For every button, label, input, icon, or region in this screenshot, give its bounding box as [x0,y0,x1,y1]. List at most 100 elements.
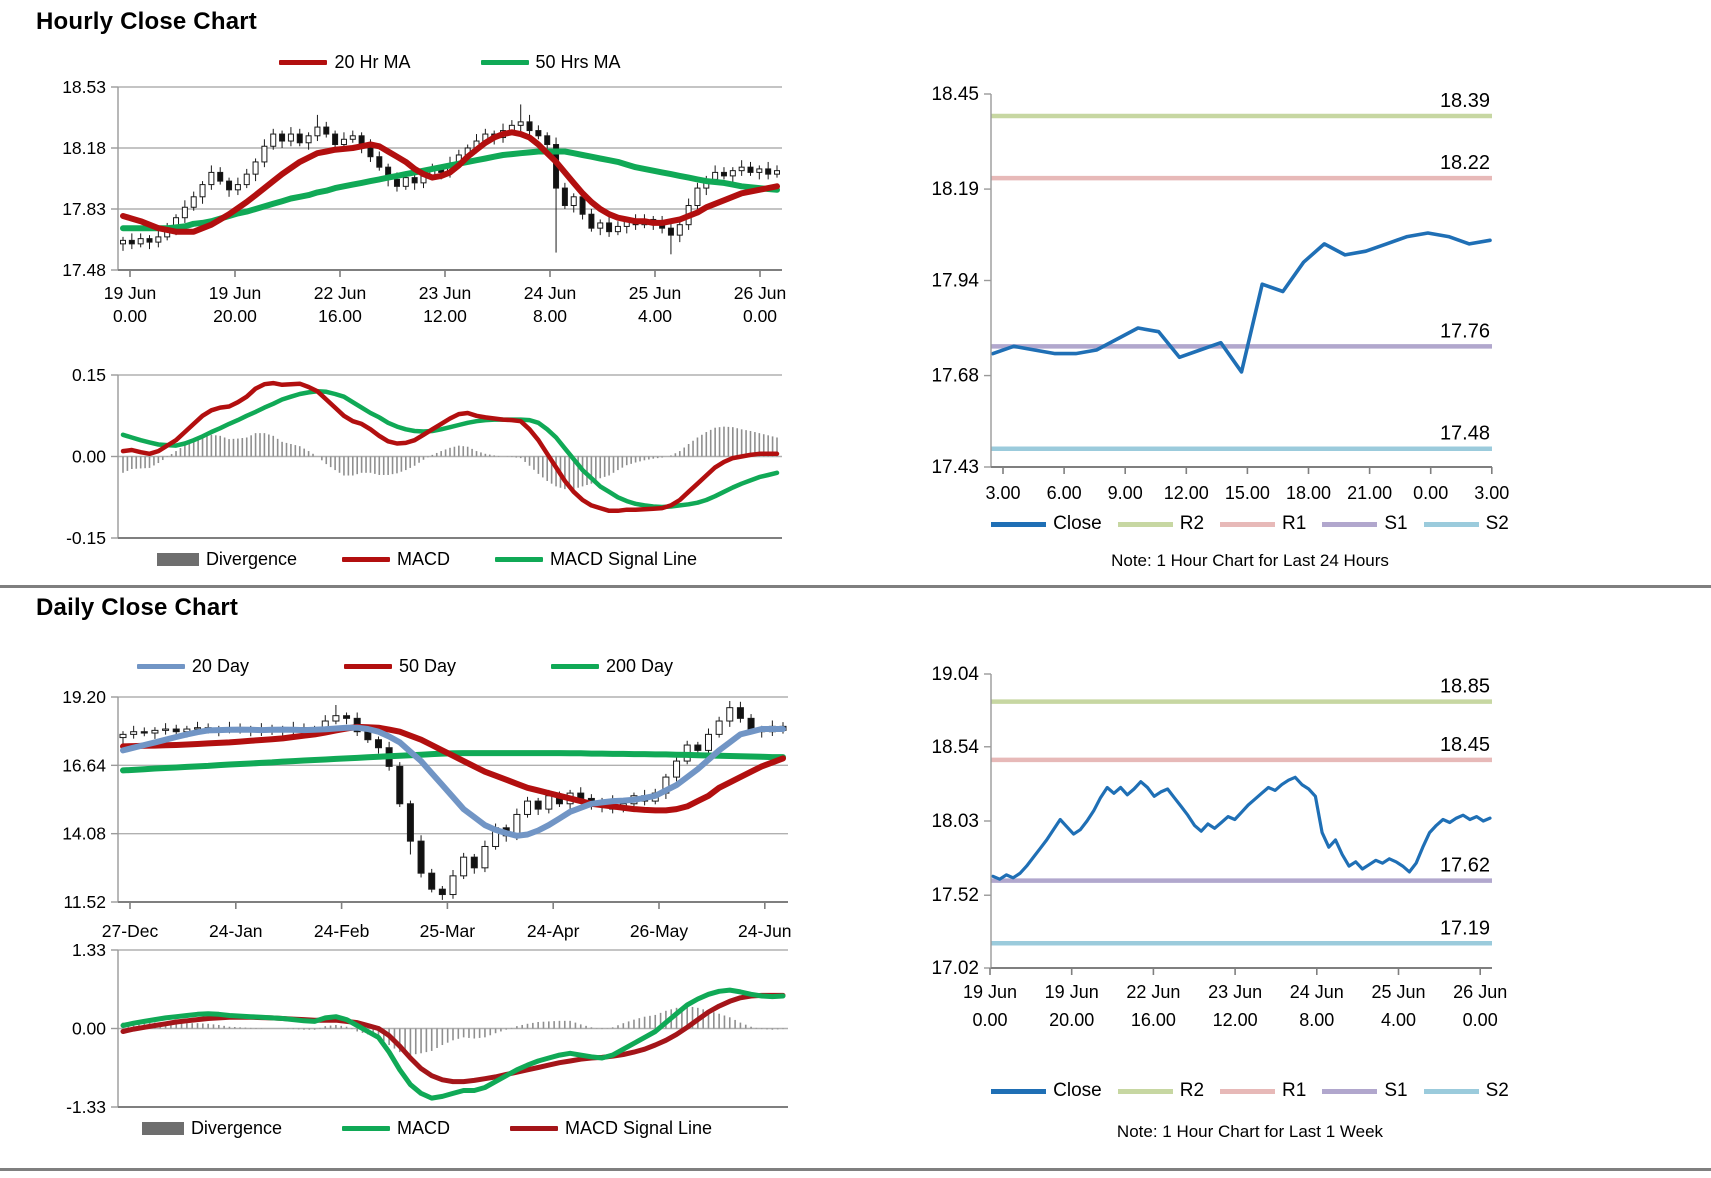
x-tick-label: 22 Jun [314,283,367,303]
candle-body [270,133,277,147]
y-tick-label: 18.18 [62,138,106,158]
legend-label: Close [1053,1080,1102,1101]
legend-label: MACD Signal Line [564,1118,713,1138]
candle-body [279,133,286,142]
macd-line [120,380,780,514]
y-tick-label: 0.00 [72,1019,106,1039]
s1-line-swatch [1322,521,1378,527]
hourly-macd-legend: Divergence MACD MACD Signal Line [87,549,767,570]
candle-body [417,840,425,874]
candle-body [526,121,533,132]
candle-body [524,800,532,815]
legend-label: R1 [1282,513,1307,534]
pivot-value-label-r2: 18.85 [1440,676,1490,698]
close-line [991,775,1492,881]
y-tick-label: 18.19 [931,179,979,200]
pivot-value-label-s1: 17.62 [1440,855,1490,877]
legend-item-50hr-ma: 50 Hrs MA [480,52,621,73]
legend-label: MACD [396,1118,450,1138]
legend-label: S1 [1384,513,1408,534]
hourly-macd-chart: 0.15 0.00 -0.15 [66,365,782,548]
candle-body [765,168,772,175]
candle-body [119,733,127,739]
x-tick-label: 20.00 [213,306,257,326]
x-tick-label: 19 Jun [963,982,1017,1002]
candle-body [756,168,763,173]
s2-line-swatch [1423,1088,1479,1094]
x-tick-label: 0.00 [113,306,147,326]
candle-body [438,888,446,896]
y-tick-label: -0.15 [66,528,106,548]
ma50-line [120,723,786,814]
candle-body [162,728,170,731]
candle-body [534,800,542,810]
candle-body [729,170,736,177]
x-tick-label: 8.00 [1299,1010,1334,1030]
legend-item-r1: R1 [1220,1080,1306,1102]
legend-item-macd-signal: MACD Signal Line [494,549,697,570]
candle-body [579,196,586,215]
candle-body [120,239,126,245]
candle-body [402,177,409,187]
candle-body [715,720,723,735]
candle-body [199,184,206,198]
legend-item-r2: R2 [1117,513,1204,535]
candle-body [411,177,418,184]
y-tick-label: 17.94 [931,271,979,292]
x-tick-label: 16.00 [1131,1010,1176,1030]
hourly-pivot-legend: Close R2 R1 S1 S2 [940,513,1560,535]
candle-body [340,138,347,146]
candle-body [140,731,148,734]
y-tick-label: 18.45 [931,84,979,105]
x-tick-label: 19 Jun [1045,982,1099,1002]
y-tick-label: 18.53 [62,77,106,97]
legend-item-r1: R1 [1220,513,1306,535]
legend-label: R1 [1282,1080,1307,1101]
x-tick-label: 26 Jun [734,283,787,303]
candle-body [545,795,553,810]
s2-line-swatch [1423,521,1479,527]
candle-body [720,171,727,177]
x-tick-label: 0.00 [743,306,777,326]
y-tick-label: 17.43 [931,457,979,478]
candle-body [151,729,159,734]
candle-body [428,872,436,890]
legend-label: S2 [1485,513,1509,534]
legend-label: Close [1053,513,1102,534]
x-tick-label: 0.00 [1463,1010,1498,1030]
x-tick-label: 15.00 [1225,483,1270,503]
candle-body [614,225,621,233]
x-tick-label: 3.00 [1474,483,1509,503]
50day-line-swatch [343,664,392,669]
ma20-line [120,724,786,839]
divergence-swatch [156,553,199,566]
candle-body [676,224,683,236]
x-tick-label: 18.00 [1286,483,1331,503]
y-tick-label: 18.03 [931,811,979,832]
candle-body [252,161,259,175]
50hr-ma-line-swatch [480,60,529,65]
candle-body [736,707,744,719]
x-tick-label: 4.00 [638,306,672,326]
legend-label: 20 Hr MA [334,52,411,72]
x-tick-label: 8.00 [533,306,567,326]
candle-body [704,733,712,751]
200day-line-swatch [551,664,600,669]
candle-body [172,728,180,733]
section-divider [0,585,1711,588]
x-tick-label: 12.00 [1213,1010,1258,1030]
candle-body [588,213,595,229]
x-tick-label: 23 Jun [1208,982,1262,1002]
y-tick-label: 17.48 [62,260,106,280]
x-tick-label: 19 Jun [104,283,157,303]
hourly-ma-legend: 20 Hr MA 50 Hrs MA [110,52,790,73]
legend-item-divergence: Divergence [156,549,297,570]
candle-body [561,187,568,207]
candle-body [234,184,241,191]
x-tick-label: 25 Jun [629,283,682,303]
y-tick-label: -1.33 [66,1097,106,1117]
candle-body [261,145,268,163]
ma20-line [120,129,780,235]
x-tick-label: 26 Jun [1453,982,1507,1002]
